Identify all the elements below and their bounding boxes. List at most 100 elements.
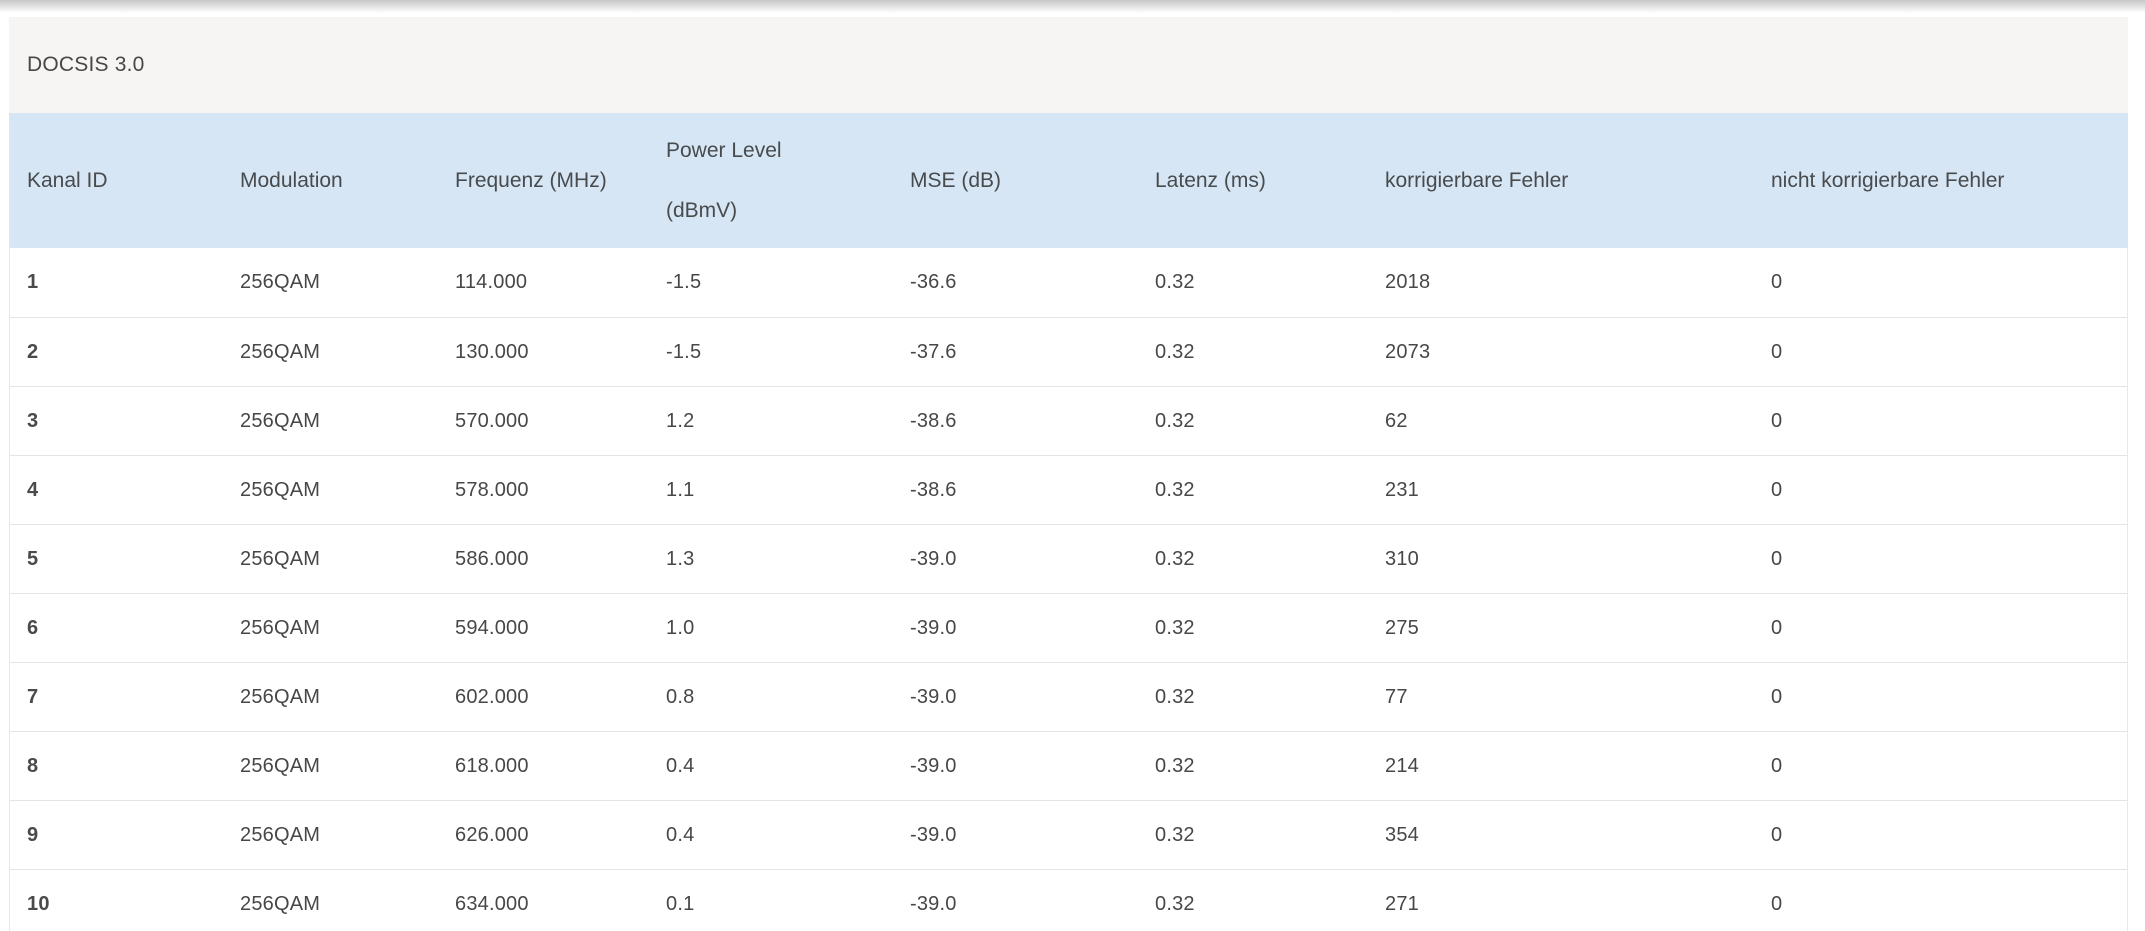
cell-modulation: 256QAM [240,823,321,846]
cell-modulation: 256QAM [240,340,321,363]
cell-latency: 0.32 [1155,340,1195,363]
cell-correctable-errors: 231 [1385,478,1419,501]
cell-channel: 9 [27,823,39,846]
cell-mse: -39.0 [910,616,957,639]
cell-frequency: 578.000 [455,478,529,501]
cell-channel: 3 [27,409,39,432]
cell-correctable-errors: 271 [1385,892,1419,915]
cell-frequency: 594.000 [455,616,529,639]
cell-latency: 0.32 [1155,409,1195,432]
cell-modulation: 256QAM [240,685,321,708]
column-header-power-level: Power Level (dBmV) [666,138,782,222]
docsis-30-panel: DOCSIS 3.0 Kanal ID Modulation Frequenz … [9,17,2128,931]
table-row: 2 256QAM 130.000 -1.5 -37.6 0.32 2073 0 [10,317,2127,386]
column-header-uncorrectable-errors: nicht korrigierbare Fehler [1771,168,2005,192]
cell-frequency: 570.000 [455,409,529,432]
cell-mse: -39.0 [910,892,957,915]
cell-mse: -37.6 [910,340,957,363]
cell-correctable-errors: 354 [1385,823,1419,846]
cell-latency: 0.32 [1155,547,1195,570]
table-row: 8 256QAM 618.000 0.4 -39.0 0.32 214 0 [10,731,2127,800]
cell-power-level: 1.2 [666,409,695,432]
column-header-modulation: Modulation [240,168,343,192]
cell-correctable-errors: 275 [1385,616,1419,639]
column-header-mse: MSE (dB) [910,168,1002,192]
cell-channel: 8 [27,754,39,777]
cell-channel: 4 [27,478,39,501]
cell-power-level: -1.5 [666,340,702,363]
cell-mse: -39.0 [910,685,957,708]
cell-correctable-errors: 310 [1385,547,1419,570]
cell-modulation: 256QAM [240,478,321,501]
cell-uncorrectable-errors: 0 [1771,685,1783,708]
cell-modulation: 256QAM [240,754,321,777]
cell-modulation: 256QAM [240,271,321,293]
table-row: 1 256QAM 114.000 -1.5 -36.6 0.32 2018 0 [10,248,2127,317]
cell-power-level: 1.1 [666,478,695,501]
table-row: 3 256QAM 570.000 1.2 -38.6 0.32 62 0 [10,386,2127,455]
cell-channel: 1 [27,271,39,293]
cell-latency: 0.32 [1155,685,1195,708]
cell-correctable-errors: 2018 [1385,271,1431,293]
cell-channel: 10 [27,892,50,915]
cell-uncorrectable-errors: 0 [1771,409,1783,432]
cell-frequency: 130.000 [455,340,529,363]
column-header-correctable-errors: korrigierbare Fehler [1385,168,1569,192]
cell-uncorrectable-errors: 0 [1771,892,1783,915]
cell-power-level: -1.5 [666,271,702,293]
cell-power-level: 0.4 [666,754,695,777]
table-row: 4 256QAM 578.000 1.1 -38.6 0.32 231 0 [10,455,2127,524]
cell-mse: -39.0 [910,823,957,846]
cell-uncorrectable-errors: 0 [1771,616,1783,639]
cell-channel: 7 [27,685,39,708]
cell-frequency: 586.000 [455,547,529,570]
cell-uncorrectable-errors: 0 [1771,754,1783,777]
cell-power-level: 0.4 [666,823,695,846]
cell-uncorrectable-errors: 0 [1771,271,1783,293]
cell-uncorrectable-errors: 0 [1771,547,1783,570]
toolbar-shadow [0,0,2145,14]
column-header-frequency: Frequenz (MHz) [455,168,607,192]
cell-frequency: 634.000 [455,892,529,915]
cell-latency: 0.32 [1155,271,1195,293]
cell-uncorrectable-errors: 0 [1771,823,1783,846]
cell-latency: 0.32 [1155,892,1195,915]
table-row: 9 256QAM 626.000 0.4 -39.0 0.32 354 0 [10,800,2127,869]
cell-modulation: 256QAM [240,892,321,915]
cell-correctable-errors: 214 [1385,754,1419,777]
cell-mse: -38.6 [910,478,957,501]
table-row: 10 256QAM 634.000 0.1 -39.0 0.32 271 0 [10,869,2127,931]
cell-power-level: 0.1 [666,892,695,915]
cell-mse: -38.6 [910,409,957,432]
column-header-latency: Latenz (ms) [1155,168,1266,192]
cell-correctable-errors: 2073 [1385,340,1431,363]
cell-modulation: 256QAM [240,616,321,639]
column-header-channel: Kanal ID [27,168,108,192]
cell-uncorrectable-errors: 0 [1771,478,1783,501]
cell-uncorrectable-errors: 0 [1771,340,1783,363]
cell-channel: 2 [27,340,39,363]
cell-frequency: 114.000 [455,271,528,293]
panel-title: DOCSIS 3.0 [9,17,2128,113]
cell-channel: 6 [27,616,39,639]
table-row: 5 256QAM 586.000 1.3 -39.0 0.32 310 0 [10,524,2127,593]
cell-frequency: 618.000 [455,754,529,777]
cell-latency: 0.32 [1155,478,1195,501]
cell-power-level: 1.0 [666,616,695,639]
cell-frequency: 602.000 [455,685,529,708]
table-header-row: Kanal ID Modulation Frequenz (MHz) Power… [9,113,2128,248]
cell-mse: -36.6 [910,271,957,293]
cell-power-level: 0.8 [666,685,695,708]
table-body: 1 256QAM 114.000 -1.5 -36.6 0.32 2018 0 2 256QAM 1… [9,248,2128,931]
cell-modulation: 256QAM [240,409,321,432]
table-row: 6 256QAM 594.000 1.0 -39.0 0.32 275 0 [10,593,2127,662]
cell-modulation: 256QAM [240,547,321,570]
cell-frequency: 626.000 [455,823,529,846]
cell-latency: 0.32 [1155,754,1195,777]
cell-mse: -39.0 [910,754,957,777]
cell-correctable-errors: 77 [1385,685,1408,708]
table-row: 7 256QAM 602.000 0.8 -39.0 0.32 77 0 [10,662,2127,731]
cell-latency: 0.32 [1155,823,1195,846]
cell-correctable-errors: 62 [1385,409,1408,432]
cell-power-level: 1.3 [666,547,695,570]
